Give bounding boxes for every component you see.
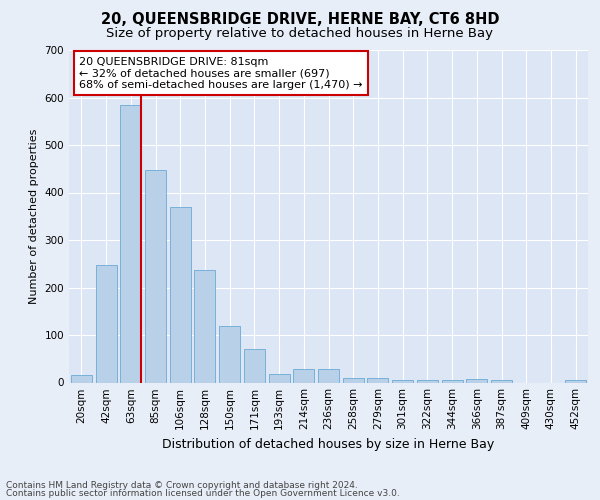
Text: Contains HM Land Registry data © Crown copyright and database right 2024.: Contains HM Land Registry data © Crown c…: [6, 481, 358, 490]
Bar: [244, 349, 265, 382]
Bar: [392, 380, 413, 382]
Text: 20 QUEENSBRIDGE DRIVE: 81sqm
← 32% of detached houses are smaller (697)
68% of s: 20 QUEENSBRIDGE DRIVE: 81sqm ← 32% of de…: [79, 56, 363, 90]
Text: Size of property relative to detached houses in Herne Bay: Size of property relative to detached ho…: [107, 28, 493, 40]
Text: 20, QUEENSBRIDGE DRIVE, HERNE BAY, CT6 8HD: 20, QUEENSBRIDGE DRIVE, HERNE BAY, CT6 8…: [101, 12, 499, 28]
Bar: [145, 170, 166, 382]
Text: Contains public sector information licensed under the Open Government Licence v3: Contains public sector information licen…: [6, 488, 400, 498]
Bar: [442, 380, 463, 382]
Bar: [194, 270, 215, 382]
Bar: [219, 326, 240, 382]
Bar: [466, 378, 487, 382]
Bar: [95, 264, 116, 382]
X-axis label: Distribution of detached houses by size in Herne Bay: Distribution of detached houses by size …: [163, 438, 494, 451]
Bar: [120, 104, 141, 382]
Bar: [565, 380, 586, 382]
Bar: [367, 378, 388, 382]
Bar: [293, 369, 314, 382]
Bar: [71, 376, 92, 382]
Bar: [269, 374, 290, 382]
Bar: [491, 380, 512, 382]
Bar: [170, 207, 191, 382]
Y-axis label: Number of detached properties: Number of detached properties: [29, 128, 39, 304]
Bar: [343, 378, 364, 382]
Bar: [417, 380, 438, 382]
Bar: [318, 369, 339, 382]
